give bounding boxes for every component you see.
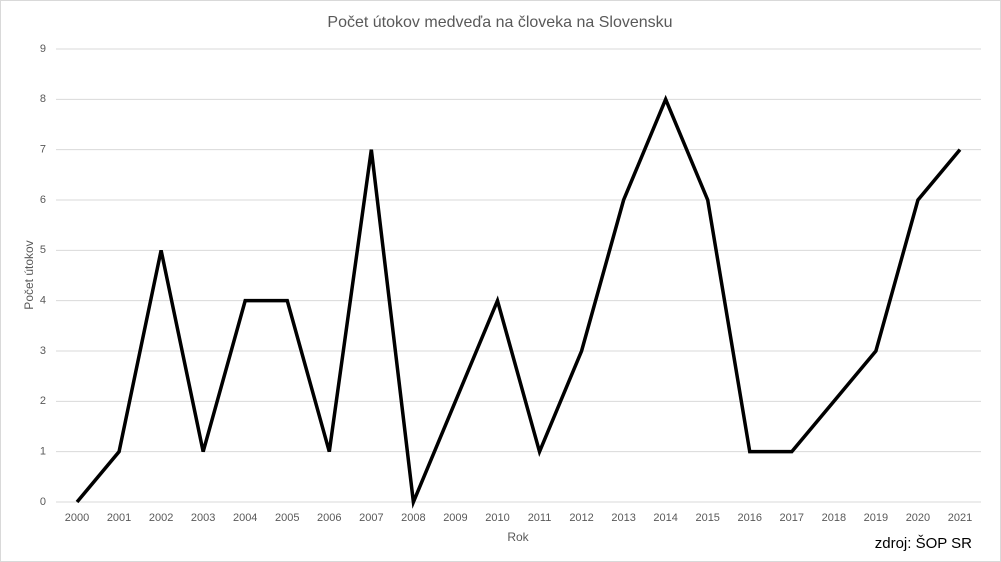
y-tick-label: 0 [40, 496, 46, 508]
data-line [75, 94, 962, 509]
y-tick-label: 6 [40, 194, 46, 206]
x-tick-label: 2003 [191, 512, 215, 524]
chart-title: Počet útokov medveďa na človeka na Slove… [327, 14, 672, 31]
source-note: zdroj: ŠOP SR [875, 535, 972, 552]
y-tick-label: 9 [40, 43, 46, 55]
y-tick-label: 5 [40, 244, 46, 256]
x-tick-label: 2000 [65, 512, 89, 524]
y-tick-label: 7 [40, 144, 46, 156]
y-tick-label: 1 [40, 446, 46, 458]
x-tick-label: 2005 [275, 512, 299, 524]
x-tick-label: 2018 [822, 512, 846, 524]
x-tick-label: 2020 [906, 512, 930, 524]
x-tick-label: 2021 [948, 512, 972, 524]
y-tick-label: 8 [40, 93, 46, 105]
x-axis-label: Rok [507, 530, 529, 544]
x-tick-label: 2017 [780, 512, 804, 524]
x-tick-label: 2014 [653, 512, 677, 524]
x-tick-label: 2008 [401, 512, 425, 524]
x-tick-label: 2009 [443, 512, 467, 524]
x-tick-label: 2015 [695, 512, 719, 524]
x-tick-label: 2011 [528, 512, 552, 524]
x-tick-label: 2004 [233, 512, 257, 524]
x-tick-label: 2006 [317, 512, 341, 524]
x-tick-label: 2007 [359, 512, 383, 524]
x-tick-label: 2001 [107, 512, 131, 524]
y-tick-label: 4 [40, 295, 46, 307]
x-tick-label: 2019 [864, 512, 888, 524]
y-tick-label: 2 [40, 395, 46, 407]
y-tick-label: 3 [40, 345, 46, 357]
x-tick-label: 2002 [149, 512, 173, 524]
x-tick-label: 2010 [485, 512, 509, 524]
x-tick-label: 2013 [611, 512, 635, 524]
x-tick-label: 2016 [738, 512, 762, 524]
y-axis-label: Počet útokov [22, 240, 36, 309]
x-tick-label: 2012 [569, 512, 593, 524]
